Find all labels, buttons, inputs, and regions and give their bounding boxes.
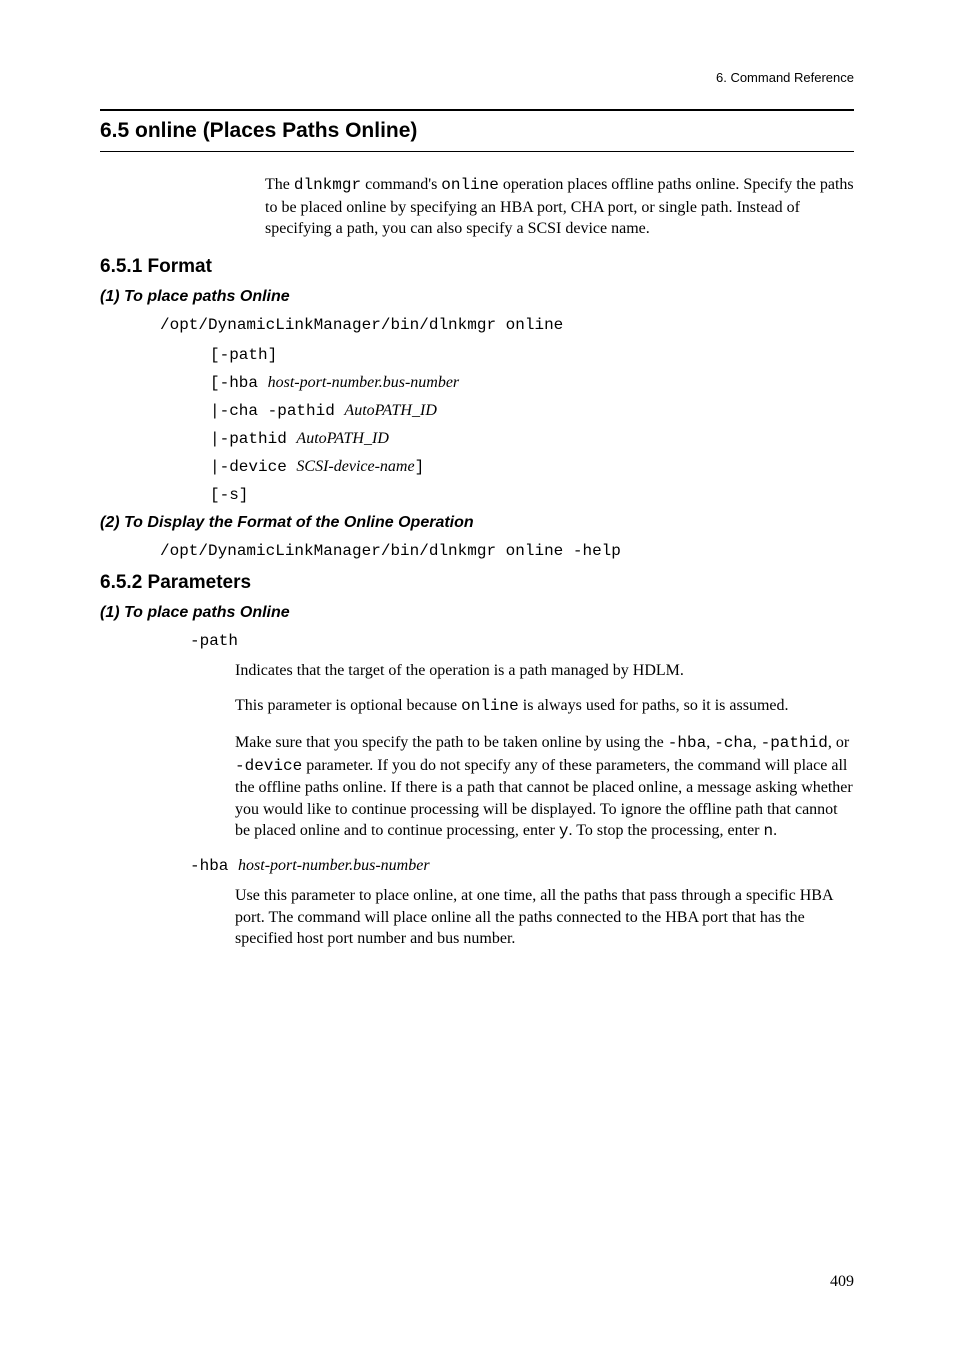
param2-desc: Use this parameter to place online, at o… — [235, 885, 854, 950]
format-opt4-pre: |-pathid — [210, 430, 296, 448]
p1d3-m3: -pathid — [761, 734, 828, 752]
param2-name-italic: host-port-number.bus-number — [238, 857, 430, 874]
format-item1-command: /opt/DynamicLinkManager/bin/dlnkmgr onli… — [160, 316, 854, 334]
p1d3-pre: Make sure that you specify the path to b… — [235, 734, 668, 751]
p1d3-m6: n — [764, 822, 774, 840]
page-header: 6. Command Reference — [100, 70, 854, 85]
format-opt3-italic: AutoPATH_ID — [344, 402, 436, 419]
section-title: 6.5 online (Places Paths Online) — [100, 109, 854, 152]
format-opt5: |-device SCSI-device-name] — [210, 458, 854, 476]
format-title: 6.5.1 Format — [100, 256, 854, 278]
section-intro: The dlnkmgr command's online operation p… — [265, 174, 854, 240]
p1d3-m1: -hba — [668, 734, 706, 752]
format-item1-title: (1) To place paths Online — [100, 288, 854, 306]
param1-desc1: Indicates that the target of the operati… — [235, 660, 854, 682]
intro-cmd2: online — [441, 176, 499, 194]
format-opt4-italic: AutoPATH_ID — [296, 430, 388, 447]
p1d3-m4: -device — [235, 757, 302, 775]
format-item2-title: (2) To Display the Format of the Online … — [100, 514, 854, 532]
p1d3-m2: -cha — [714, 734, 752, 752]
param1-desc2: This parameter is optional because onlin… — [235, 695, 854, 718]
p1d3-m5: y — [559, 822, 569, 840]
p1d3-t5: . To stop the processing, enter — [569, 822, 764, 839]
p1d3-t1: , — [706, 734, 714, 751]
format-opt3-pre: |-cha -pathid — [210, 402, 344, 420]
p1d3-t3: , or — [828, 734, 849, 751]
param1-desc3: Make sure that you specify the path to b… — [235, 732, 854, 843]
format-opt2: [-hba host-port-number.bus-number — [210, 374, 854, 392]
format-opt5-post: ] — [415, 458, 425, 476]
param1-name: -path — [190, 632, 854, 650]
p1d3-t2: , — [753, 734, 761, 751]
param1-desc2-mono: online — [461, 697, 519, 715]
format-opt3: |-cha -pathid AutoPATH_ID — [210, 402, 854, 420]
intro-cmd1: dlnkmgr — [294, 176, 361, 194]
parameters-title: 6.5.2 Parameters — [100, 572, 854, 594]
param2-name-pre: -hba — [190, 857, 238, 875]
format-opt2-pre: [-hba — [210, 374, 268, 392]
params-item1-title: (1) To place paths Online — [100, 604, 854, 622]
format-opt4: |-pathid AutoPATH_ID — [210, 430, 854, 448]
page-number: 409 — [830, 1273, 854, 1291]
format-opt1: [-path] — [210, 346, 854, 364]
format-item2-command: /opt/DynamicLinkManager/bin/dlnkmgr onli… — [160, 542, 854, 560]
param2-name: -hba host-port-number.bus-number — [190, 857, 854, 875]
param1-desc2-post: is always used for paths, so it is assum… — [519, 697, 789, 714]
format-opt2-italic: host-port-number.bus-number — [268, 374, 460, 391]
format-opt5-italic: SCSI-device-name — [296, 458, 414, 475]
intro-text-pre: The — [265, 176, 294, 193]
intro-text-mid: command's — [361, 176, 441, 193]
format-opt5-pre: |-device — [210, 458, 296, 476]
param1-desc2-pre: This parameter is optional because — [235, 697, 461, 714]
format-opt6: [-s] — [210, 486, 854, 504]
p1d3-t6: . — [773, 822, 777, 839]
